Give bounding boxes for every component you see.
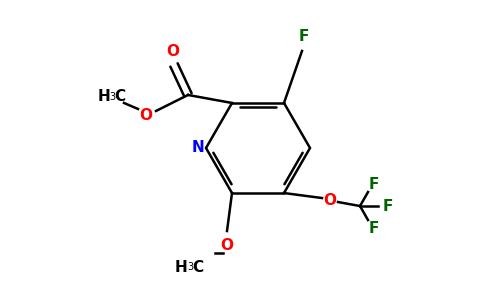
Text: C: C [114, 89, 125, 104]
Text: H: H [98, 89, 110, 104]
Text: F: F [369, 176, 379, 191]
Text: C: C [193, 260, 204, 274]
Text: 3: 3 [187, 262, 193, 272]
Text: O: O [139, 109, 152, 124]
Text: O: O [221, 238, 233, 253]
Text: 3: 3 [109, 92, 115, 102]
Text: H: H [175, 260, 187, 274]
Text: F: F [383, 199, 393, 214]
Text: F: F [299, 29, 309, 44]
Text: N: N [192, 140, 204, 155]
Text: F: F [369, 220, 379, 236]
Text: O: O [166, 44, 180, 59]
Text: O: O [323, 193, 336, 208]
